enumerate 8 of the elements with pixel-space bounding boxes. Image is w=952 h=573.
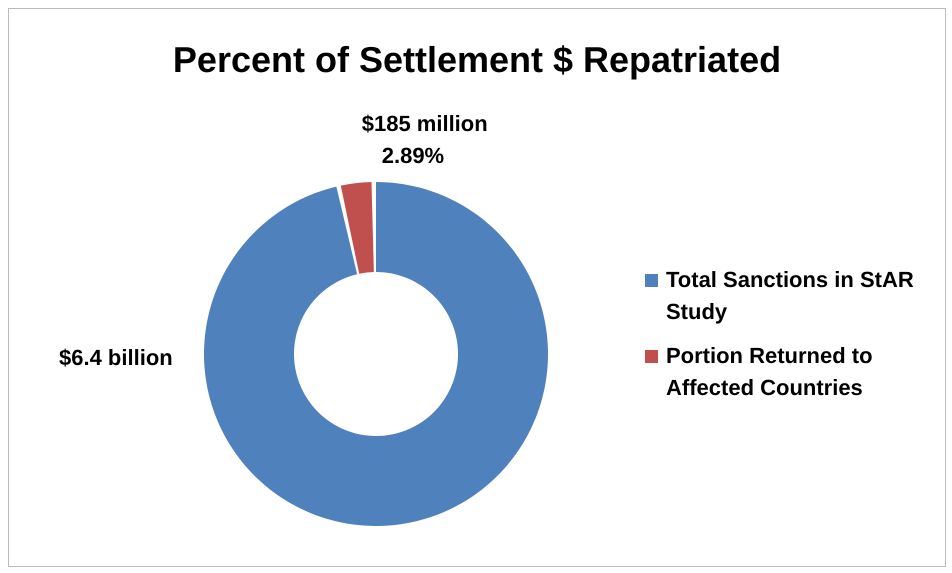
text: $6.4 billion (59, 344, 173, 370)
chart-title: Percent of Settlement $ Repatriated (172, 39, 782, 81)
data-label: 2.89% (382, 143, 444, 168)
text: $185 million (362, 111, 488, 136)
legend-label: Total Sanctions in StAR Study (666, 266, 915, 326)
donut-slice (204, 182, 548, 526)
legend-label: Portion Returned to Affected Countries (666, 342, 874, 402)
donut-slice (340, 182, 374, 274)
